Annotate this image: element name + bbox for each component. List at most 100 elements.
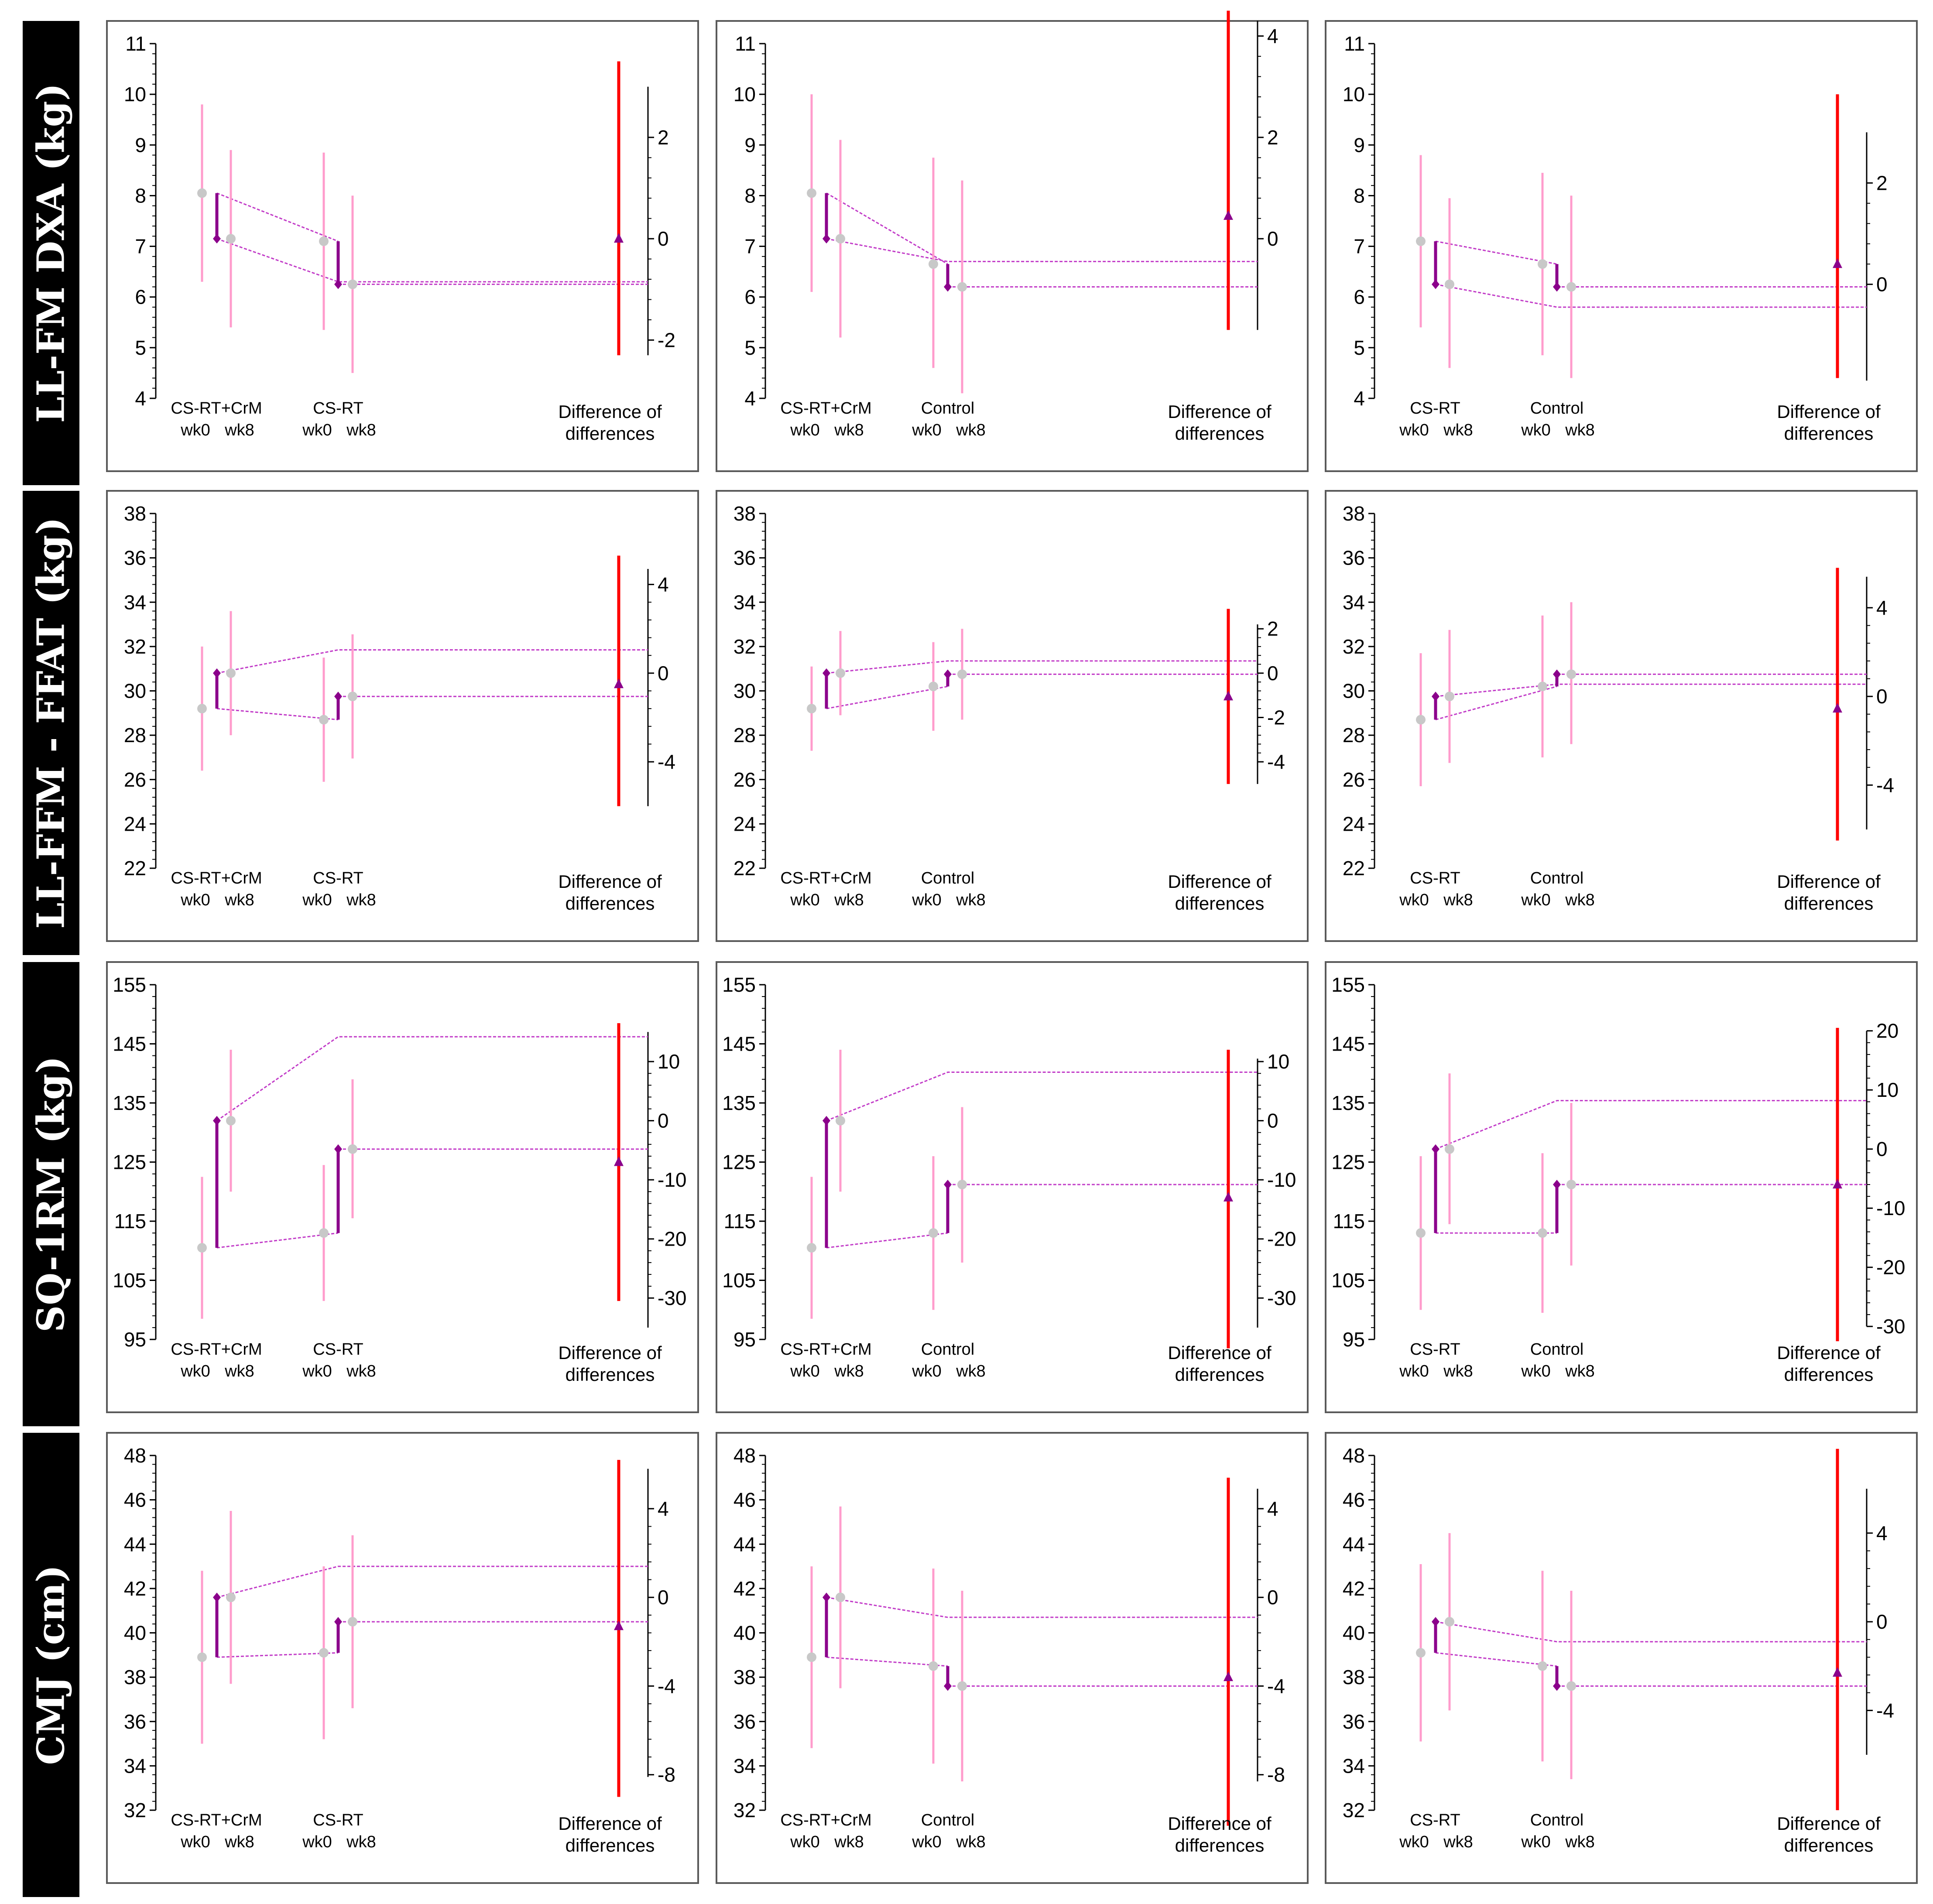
week-label: wk0 — [1399, 1833, 1429, 1851]
left-axis-tick-label: 46 — [124, 1489, 146, 1511]
difference-label: differences — [1784, 893, 1874, 914]
panel: 22 24 26 28 30 32 34 36 38 -4 -2 0 2 CS-RT+CrM Control… — [716, 490, 1309, 942]
left-axis-tick-label: 11 — [735, 32, 756, 55]
row-label-background — [23, 21, 79, 485]
right-axis-tick-label: -2 — [658, 329, 675, 351]
right-axis-tick-label: 4 — [658, 573, 669, 596]
change-arrow-group2-head — [1553, 282, 1561, 292]
week-label: wk0 — [790, 891, 820, 909]
week-label: wk0 — [912, 1362, 942, 1380]
left-axis-tick-label: 8 — [1354, 184, 1365, 207]
group1-label: CS-RT — [1410, 869, 1460, 887]
right-axis-tick-label: -20 — [658, 1228, 686, 1250]
left-axis-tick-label: 40 — [1343, 1622, 1365, 1644]
change-arrow-group1-head — [1432, 692, 1439, 702]
left-axis-tick-label: 26 — [124, 768, 146, 791]
left-axis-tick-label: 32 — [733, 635, 756, 658]
left-axis-tick-label: 30 — [1343, 680, 1365, 702]
right-axis-tick-label: -10 — [1267, 1168, 1296, 1191]
point-group1-wk8 — [836, 1116, 845, 1126]
week-label: wk0 — [1399, 421, 1429, 439]
guide-line-lower — [216, 1232, 339, 1249]
guide-line-upper — [826, 1072, 1258, 1122]
difference-label: differences — [1784, 1835, 1874, 1856]
week-label: wk0 — [302, 891, 332, 909]
panel-border — [716, 961, 1309, 1413]
week-label: wk0 — [302, 421, 332, 439]
left-axis-tick-label: 32 — [124, 1799, 146, 1822]
week-label: wk0 — [180, 1362, 210, 1380]
right-axis-tick-label: 4 — [1267, 1497, 1278, 1520]
change-arrow-group1-head — [1432, 1144, 1439, 1154]
difference-label: Difference of — [1168, 1342, 1272, 1363]
change-arrow-group1-head — [213, 1116, 221, 1126]
change-arrow-group1-head — [213, 1592, 221, 1603]
left-axis-tick-label: 30 — [733, 680, 756, 702]
guide-line-upper — [1435, 1621, 1867, 1643]
left-axis-tick-label: 26 — [1343, 768, 1365, 791]
right-axis-tick-label: -4 — [658, 1675, 675, 1697]
row-label-background — [23, 491, 79, 955]
right-axis-tick-label: -10 — [658, 1168, 686, 1191]
panel: 32 34 36 38 40 42 44 46 48 -4 0 4 CS-RT Control wk0 wk8… — [1325, 1432, 1918, 1884]
left-axis-tick-label: 125 — [722, 1151, 756, 1174]
left-axis-tick-label: 9 — [744, 134, 756, 156]
right-axis-tick-label: 10 — [1267, 1050, 1289, 1073]
week-label: wk8 — [224, 1362, 254, 1380]
point-group1-wk8 — [226, 1592, 236, 1603]
panel-border — [716, 490, 1309, 942]
right-axis-tick-label: -4 — [1267, 750, 1285, 773]
week-label: wk0 — [1521, 421, 1551, 439]
panel: 4 5 6 7 8 9 10 11 0 2 CS-RT Control wk0 wk8 wk0 wk8 Diff… — [1325, 20, 1918, 472]
week-label: wk8 — [346, 891, 376, 909]
left-axis-tick-label: 24 — [733, 812, 756, 835]
point-group2-wk8 — [1566, 669, 1576, 679]
left-axis-tick-label: 8 — [135, 184, 146, 207]
point-group2-wk8 — [1566, 1681, 1576, 1691]
week-label: wk8 — [1565, 1833, 1595, 1851]
panel-border — [1325, 961, 1918, 1413]
group2-label: Control — [1530, 1811, 1584, 1829]
left-axis-tick-label: 40 — [124, 1622, 146, 1644]
left-axis-tick-label: 32 — [1343, 635, 1365, 658]
left-axis-tick-label: 5 — [744, 336, 756, 359]
week-label: wk0 — [1399, 891, 1429, 909]
right-axis-tick-label: 4 — [1876, 596, 1888, 619]
difference-marker — [1833, 703, 1842, 713]
left-axis-tick-label: 42 — [1343, 1577, 1365, 1600]
left-axis-tick-label: 6 — [744, 286, 756, 308]
left-axis-tick-label: 48 — [733, 1444, 756, 1467]
right-axis-tick-label: 4 — [658, 1497, 669, 1520]
difference-label: Difference of — [558, 401, 662, 422]
panel: 95 105 115 125 135 145 155 -30 -20 -10 0 10 CS-RT+Cr… — [106, 961, 699, 1413]
point-group2-wk0 — [1538, 1661, 1547, 1671]
point-group2-wk0 — [1538, 681, 1547, 692]
left-axis-tick-label: 4 — [135, 387, 146, 410]
panel-border — [1325, 1432, 1918, 1884]
left-axis-tick-label: 44 — [124, 1533, 146, 1555]
left-axis-tick-label: 30 — [124, 680, 146, 702]
left-axis-tick-label: 34 — [1343, 591, 1365, 613]
row-label-background — [23, 962, 79, 1426]
panel: 32 34 36 38 40 42 44 46 48 -8 -4 0 4 CS-RT+CrM Control… — [716, 1432, 1309, 1884]
left-axis-tick-label: 135 — [722, 1092, 756, 1114]
change-arrow-group1-head — [1432, 1617, 1439, 1627]
difference-marker — [1224, 1192, 1233, 1202]
week-label: wk8 — [1443, 1833, 1473, 1851]
panel: 4 5 6 7 8 9 10 11 0 2 4 CS-RT+CrM Control wk0 wk8 wk0 wk… — [716, 10, 1309, 472]
point-group1-wk0 — [1416, 715, 1426, 725]
week-label: wk0 — [180, 891, 210, 909]
right-axis-tick-label: 10 — [1876, 1079, 1899, 1101]
point-group2-wk8 — [348, 1144, 357, 1154]
guide-line-lower — [1435, 685, 1557, 721]
point-group1-wk8 — [1445, 1617, 1454, 1627]
difference-label: Difference of — [1777, 401, 1881, 422]
group1-label: CS-RT+CrM — [171, 1340, 262, 1359]
left-axis-tick-label: 38 — [733, 1666, 756, 1688]
panel: 95 105 115 125 135 145 155 -30 -20 -10 0 10 CS-RT+Cr… — [716, 961, 1309, 1413]
guide-line-upper — [826, 238, 1258, 262]
point-group2-wk0 — [319, 1228, 329, 1238]
group1-label: CS-RT+CrM — [171, 869, 262, 887]
week-label: wk8 — [956, 1362, 986, 1380]
